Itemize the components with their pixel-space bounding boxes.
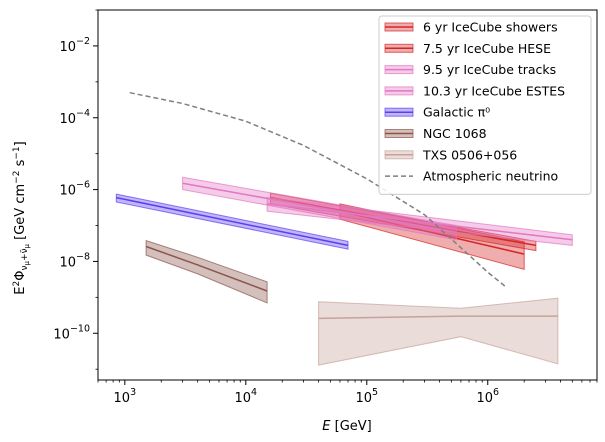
- y-tick-label: 10−2: [59, 36, 90, 55]
- legend-box: [378, 15, 592, 195]
- series-line-7-5-yr-icecube-hese: [339, 210, 525, 255]
- series-band-ngc-1068: [145, 239, 268, 304]
- series-line-galactic: [116, 196, 349, 247]
- series-line-6-yr-icecube-showers: [270, 196, 537, 247]
- x-axis-label: E [GeV]: [322, 419, 371, 434]
- series-line-txs-0506-056: [318, 315, 558, 320]
- x-tick-label: 105: [355, 387, 378, 406]
- plot-frame: [97, 9, 598, 381]
- series-line-9-5-yr-icecube-tracks: [267, 203, 573, 241]
- series-band-10-3-yr-icecube-estes: [182, 176, 457, 241]
- series-line-ngc-1068: [145, 245, 268, 292]
- series-line-atmospheric-neutrino: [129, 91, 506, 288]
- y-axis-label: E2Φνμ+ν̄μ [GeV cm−2 s−1]: [12, 141, 31, 294]
- x-tick-label: 103: [114, 387, 137, 406]
- legend-label: 9.5 yr IceCube tracks: [423, 62, 556, 77]
- series-line-10-3-yr-icecube-estes: [182, 182, 457, 233]
- legend-label: TXS 0506+056: [422, 147, 517, 162]
- series-band-txs-0506-056: [318, 297, 559, 366]
- y-tick-label: 10−8: [59, 251, 90, 270]
- legend-label: 10.3 yr IceCube ESTES: [423, 83, 565, 98]
- legend-label: NGC 1068: [423, 126, 487, 141]
- y-tick-label: 10−4: [59, 108, 90, 127]
- legend-label: Atmospheric neutrino: [423, 169, 558, 184]
- y-tick-label: 10−6: [59, 180, 90, 199]
- legend-label: Galactic π⁰: [423, 105, 490, 120]
- legend-label: 6 yr IceCube showers: [423, 20, 558, 35]
- y-tick-label: 10−10: [53, 323, 90, 342]
- x-tick-label: 106: [476, 387, 499, 406]
- legend-label: 7.5 yr IceCube HESE: [423, 41, 551, 56]
- x-tick-label: 104: [235, 387, 258, 406]
